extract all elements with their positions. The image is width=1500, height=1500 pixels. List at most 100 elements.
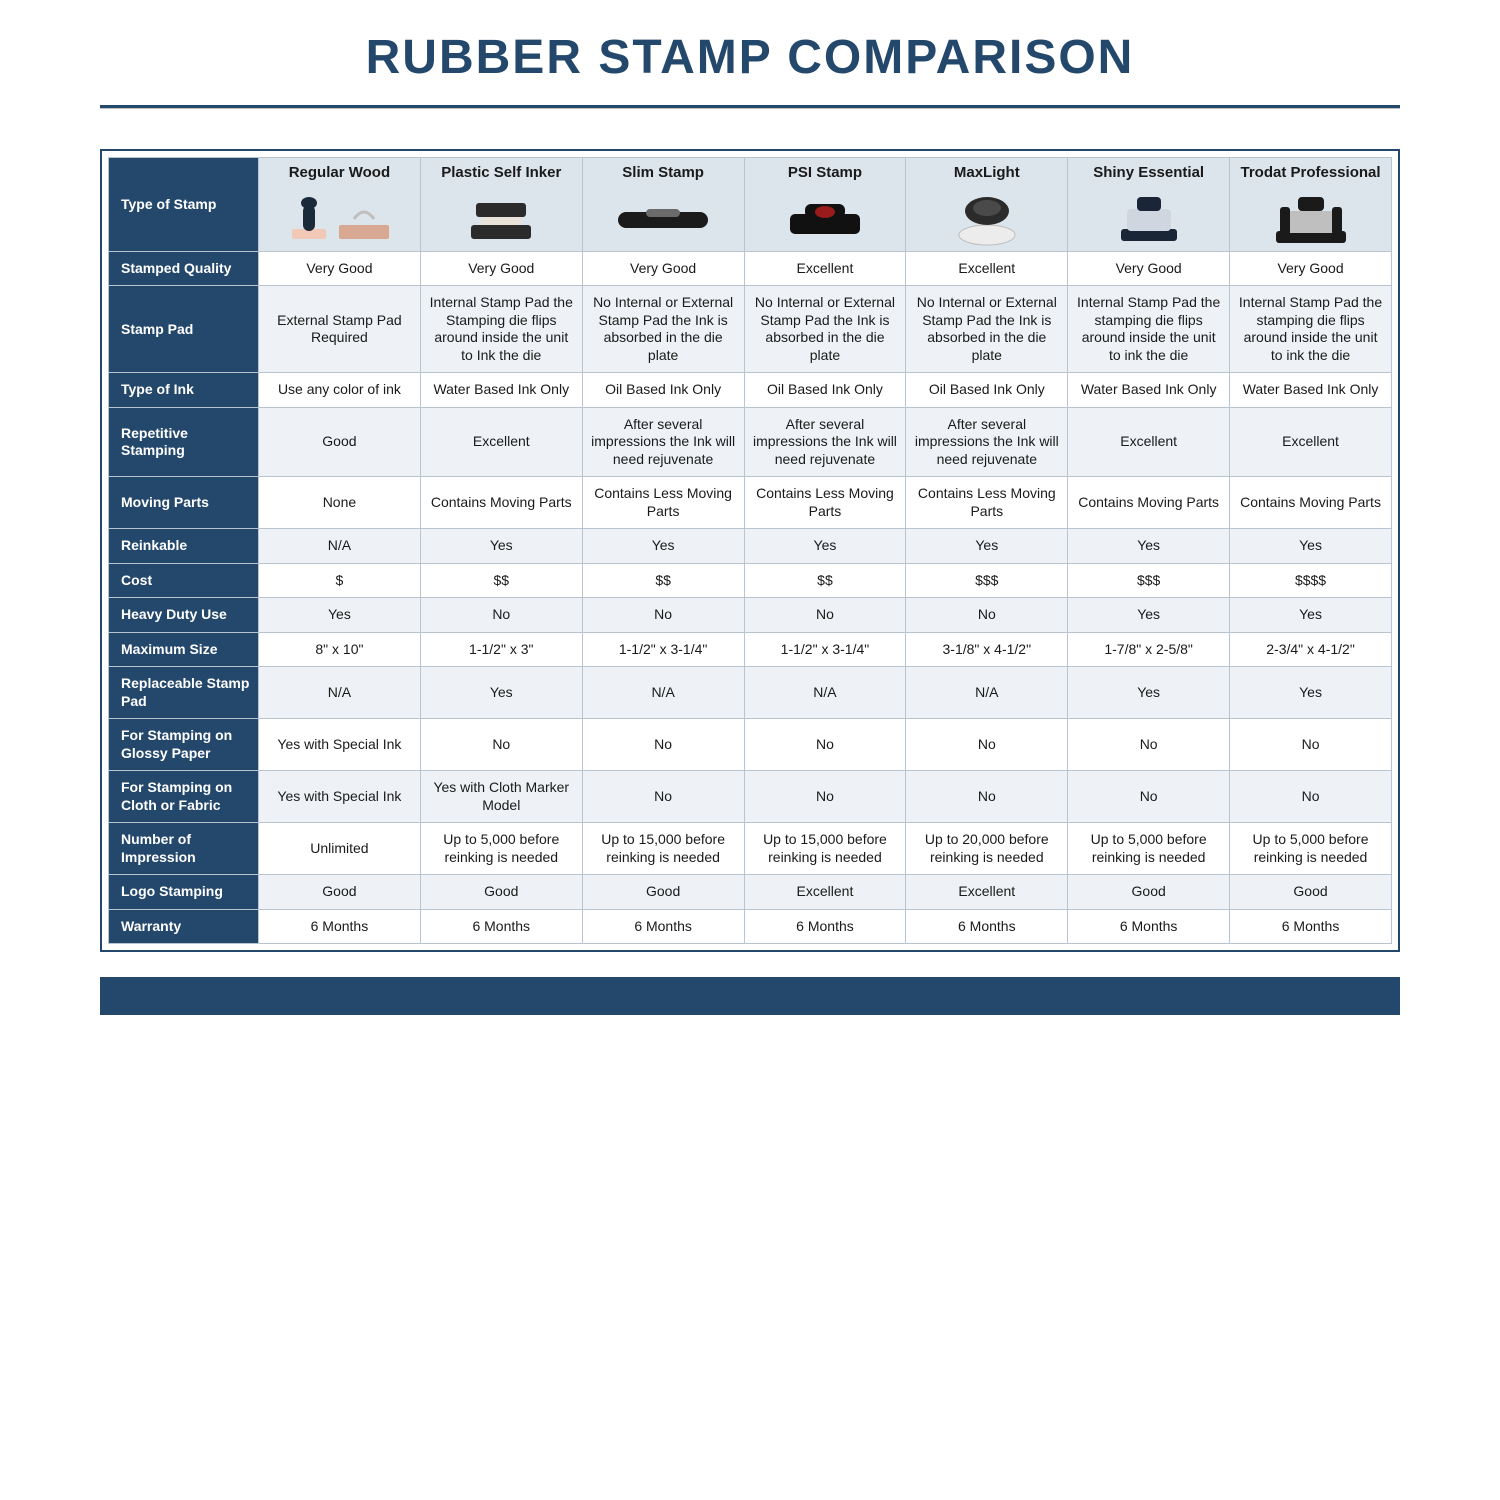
table-cell: Water Based Ink Only — [420, 373, 582, 408]
row-header: Stamp Pad — [109, 286, 259, 373]
table-row: Maximum Size8" x 10"1-1/2" x 3"1-1/2" x … — [109, 632, 1392, 667]
table-cell: No Internal or External Stamp Pad the In… — [582, 286, 744, 373]
col-header: Slim Stamp — [582, 158, 744, 252]
table-row: For Stamping on Glossy PaperYes with Spe… — [109, 719, 1392, 771]
table-cell: Use any color of ink — [259, 373, 421, 408]
table-cell: No — [420, 598, 582, 633]
table-cell: External Stamp Pad Required — [259, 286, 421, 373]
table-cell: Very Good — [259, 251, 421, 286]
table-cell: $$$ — [1068, 563, 1230, 598]
table-cell: No — [420, 719, 582, 771]
table-cell: Yes with Special Ink — [259, 771, 421, 823]
table-cell: Yes — [420, 667, 582, 719]
table-row: For Stamping on Cloth or FabricYes with … — [109, 771, 1392, 823]
table-cell: None — [259, 477, 421, 529]
row-header: Stamped Quality — [109, 251, 259, 286]
row-header: Maximum Size — [109, 632, 259, 667]
table-cell: $ — [259, 563, 421, 598]
comparison-table-wrap: Type of Stamp Regular Wood — [100, 149, 1400, 952]
col-header-label: Regular Wood — [289, 164, 390, 183]
table-cell: 6 Months — [744, 909, 906, 944]
table-cell: No Internal or External Stamp Pad the In… — [906, 286, 1068, 373]
table-cell: N/A — [259, 529, 421, 564]
row-header: Logo Stamping — [109, 875, 259, 910]
row-header: For Stamping on Glossy Paper — [109, 719, 259, 771]
table-cell: N/A — [259, 667, 421, 719]
col-header-label: PSI Stamp — [788, 164, 862, 183]
table-cell: Yes — [582, 529, 744, 564]
table-cell: Yes — [1068, 529, 1230, 564]
table-cell: Contains Less Moving Parts — [906, 477, 1068, 529]
table-cell: Contains Less Moving Parts — [744, 477, 906, 529]
trodat-icon — [1266, 193, 1356, 247]
table-cell: Excellent — [744, 251, 906, 286]
table-cell: After several impressions the Ink will n… — [744, 407, 906, 477]
table-cell: N/A — [582, 667, 744, 719]
table-cell: Up to 5,000 before reinking is needed — [1068, 823, 1230, 875]
table-cell: No — [906, 771, 1068, 823]
table-cell: Yes — [1230, 667, 1392, 719]
row-header: Number of Impression — [109, 823, 259, 875]
corner-header: Type of Stamp — [109, 158, 259, 252]
table-cell: Good — [582, 875, 744, 910]
table-cell: 6 Months — [1068, 909, 1230, 944]
psi-stamp-icon — [775, 198, 875, 242]
row-header: Replaceable Stamp Pad — [109, 667, 259, 719]
table-cell: N/A — [744, 667, 906, 719]
table-cell: Water Based Ink Only — [1230, 373, 1392, 408]
table-cell: Good — [259, 875, 421, 910]
table-cell: Yes — [1230, 598, 1392, 633]
table-cell: Up to 5,000 before reinking is needed — [420, 823, 582, 875]
column-header-row: Type of Stamp Regular Wood — [109, 158, 1392, 252]
table-cell: Excellent — [906, 251, 1068, 286]
col-header: Plastic Self Inker — [420, 158, 582, 252]
table-row: Stamped QualityVery GoodVery GoodVery Go… — [109, 251, 1392, 286]
table-cell: 1-7/8" x 2-5/8" — [1068, 632, 1230, 667]
col-header-label: Trodat Professional — [1241, 164, 1381, 183]
table-cell: Internal Stamp Pad the stamping die flip… — [1230, 286, 1392, 373]
table-cell: Good — [1230, 875, 1392, 910]
table-cell: $$ — [744, 563, 906, 598]
table-row: Replaceable Stamp PadN/AYesN/AN/AN/AYesY… — [109, 667, 1392, 719]
table-cell: No — [744, 598, 906, 633]
col-header: Shiny Essential — [1068, 158, 1230, 252]
table-cell: Very Good — [420, 251, 582, 286]
col-header-label: MaxLight — [954, 164, 1020, 183]
maxlight-icon — [952, 193, 1022, 247]
table-cell: Yes with Special Ink — [259, 719, 421, 771]
table-row: Cost$$$$$$$$$$$$$$$$$ — [109, 563, 1392, 598]
self-inker-icon — [456, 195, 546, 245]
row-header: Moving Parts — [109, 477, 259, 529]
table-cell: Oil Based Ink Only — [582, 373, 744, 408]
table-cell: Up to 20,000 before reinking is needed — [906, 823, 1068, 875]
table-cell: Internal Stamp Pad the stamping die flip… — [1068, 286, 1230, 373]
table-cell: No — [1068, 771, 1230, 823]
table-cell: No — [1068, 719, 1230, 771]
table-row: Moving PartsNoneContains Moving PartsCon… — [109, 477, 1392, 529]
table-cell: 6 Months — [259, 909, 421, 944]
table-cell: Contains Moving Parts — [1068, 477, 1230, 529]
table-cell: Contains Less Moving Parts — [582, 477, 744, 529]
table-cell: Water Based Ink Only — [1068, 373, 1230, 408]
row-header: For Stamping on Cloth or Fabric — [109, 771, 259, 823]
row-header: Type of Ink — [109, 373, 259, 408]
row-header: Cost — [109, 563, 259, 598]
table-cell: Very Good — [1230, 251, 1392, 286]
title-block: RUBBER STAMP COMPARISON — [0, 0, 1500, 95]
col-header: Regular Wood — [259, 158, 421, 252]
table-cell: N/A — [906, 667, 1068, 719]
table-cell: 6 Months — [906, 909, 1068, 944]
row-header: Repetitive Stamping — [109, 407, 259, 477]
table-cell: 6 Months — [582, 909, 744, 944]
table-row: Stamp PadExternal Stamp Pad Required Inte… — [109, 286, 1392, 373]
table-cell: No — [582, 771, 744, 823]
table-cell: Very Good — [1068, 251, 1230, 286]
table-cell: Unlimited — [259, 823, 421, 875]
row-header: Warranty — [109, 909, 259, 944]
col-header-label: Shiny Essential — [1093, 164, 1204, 183]
table-cell: Up to 5,000 before reinking is needed — [1230, 823, 1392, 875]
comparison-table: Type of Stamp Regular Wood — [108, 157, 1392, 944]
table-cell: Contains Moving Parts — [1230, 477, 1392, 529]
footer-bar — [100, 977, 1400, 1015]
table-cell: Good — [259, 407, 421, 477]
